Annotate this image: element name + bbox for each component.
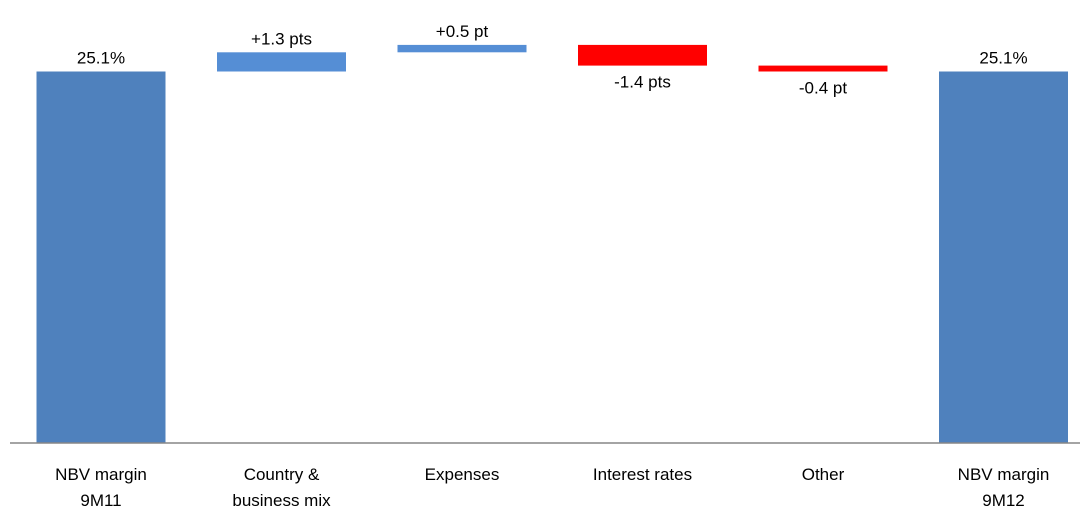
data-label-5: -0.4 pt (799, 79, 847, 98)
category-label-2: Country & business mix (232, 465, 331, 509)
category-label-line: business mix (232, 491, 331, 509)
bar-1 (36, 71, 166, 443)
data-label-2: +1.3 pts (251, 29, 312, 48)
category-label-line: Interest rates (593, 465, 692, 484)
data-label-3: +0.5 pt (436, 22, 489, 41)
category-label-4: Interest rates (593, 465, 692, 484)
category-label-line: NBV margin (55, 465, 147, 484)
category-label-line: 9M11 (80, 491, 121, 509)
data-labels-group: 25.1% +1.3 pts +0.5 pt -1.4 pts -0.4 pt 25.1% (77, 22, 1028, 98)
bar-2 (217, 52, 346, 72)
category-label-3: Expenses (425, 465, 500, 484)
category-labels-group: NBV margin 9M11 Country & business mix Expen… (55, 465, 1049, 509)
data-label-1: 25.1% (77, 49, 125, 68)
bars-group (36, 44, 1068, 443)
bar-5 (758, 65, 888, 72)
data-label-6: 25.1% (979, 49, 1027, 68)
category-label-6: NBV margin 9M12 (958, 465, 1050, 509)
category-label-line: 9M12 (982, 491, 1025, 509)
category-label-line: Expenses (425, 465, 500, 484)
bar-3 (397, 44, 527, 53)
bar-6 (939, 71, 1068, 443)
category-label-line: Other (802, 465, 845, 484)
bar-4 (578, 44, 707, 66)
data-label-4: -1.4 pts (614, 73, 671, 92)
category-label-5: Other (802, 465, 845, 484)
category-label-line: NBV margin (958, 465, 1050, 484)
category-label-1: NBV margin 9M11 (55, 465, 147, 509)
category-label-line: Country & (244, 465, 320, 484)
